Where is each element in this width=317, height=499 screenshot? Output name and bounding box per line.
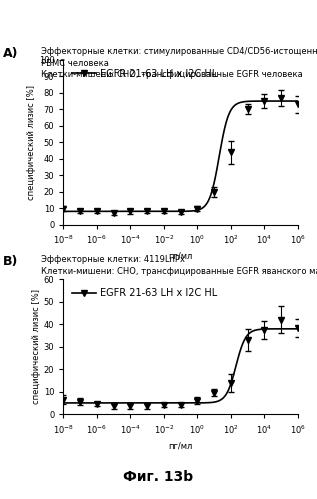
Y-axis label: специфический лизис [%]: специфический лизис [%] [27,85,36,200]
Text: Фиг. 13b: Фиг. 13b [123,470,194,484]
Y-axis label: специфический лизис [%]: специфический лизис [%] [32,289,41,404]
Text: РВМС человека: РВМС человека [41,59,109,68]
X-axis label: пг/мл: пг/мл [169,441,193,450]
Text: Клетки-мишени: CHO, трансфицированные EGFR человека: Клетки-мишени: CHO, трансфицированные EG… [41,70,303,79]
Legend: EGFR 21-63 LH x I2C HL: EGFR 21-63 LH x I2C HL [68,65,222,82]
Text: B): B) [3,255,19,268]
Text: Клетки-мишени: CHO, трансфицированные EGFR яванского макака: Клетки-мишени: CHO, трансфицированные EG… [41,267,317,276]
Text: Эффекторные клетки: 4119LnPx: Эффекторные клетки: 4119LnPx [41,255,185,264]
Text: Эффекторные клетки: стимулированные CD4/CD56-истощенные: Эффекторные клетки: стимулированные CD4/… [41,47,317,56]
Legend: EGFR 21-63 LH x I2C HL: EGFR 21-63 LH x I2C HL [68,284,222,302]
X-axis label: пг/мл: пг/мл [169,251,193,260]
Text: A): A) [3,47,19,60]
